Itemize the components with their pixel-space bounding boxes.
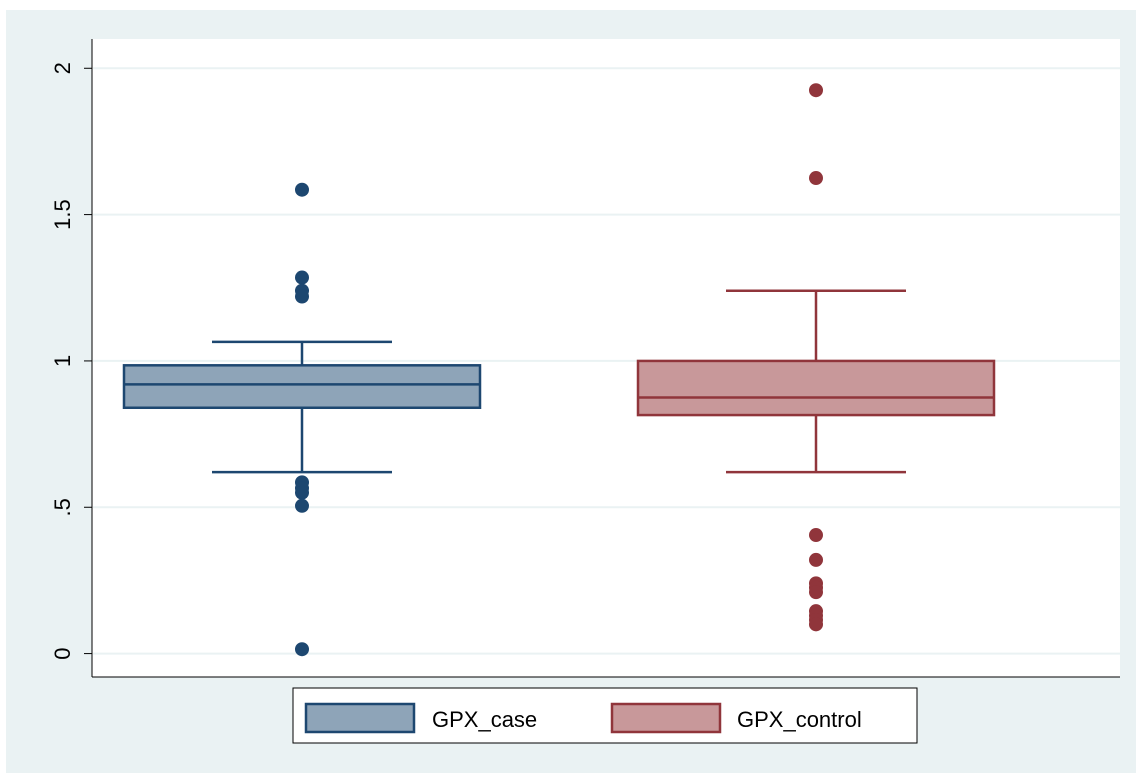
iqr-box-1 xyxy=(636,359,996,417)
outlier-point-1-1 xyxy=(809,171,823,186)
box-GPX_control xyxy=(636,83,996,632)
outlier-point-1-6 xyxy=(809,585,823,600)
y-tick-label-1: .5 xyxy=(50,498,75,516)
outlier-point-1-3 xyxy=(809,552,823,567)
outlier-point-0-8 xyxy=(295,642,309,657)
y-tick-label-4: 2 xyxy=(50,62,75,74)
y-axis-ticks: 0 .5 1 1.5 2 xyxy=(50,62,92,660)
box-series xyxy=(122,83,996,657)
legend-label-gpx-case: GPX_case xyxy=(432,707,537,732)
iqr-box-0 xyxy=(122,364,482,410)
legend-frame xyxy=(292,687,918,744)
outlier-point-1-2 xyxy=(809,528,823,543)
outlier-point-0-6 xyxy=(295,485,309,500)
outlier-point-0-1 xyxy=(295,270,309,285)
y-tick-label-2: 1 xyxy=(50,355,75,367)
legend-label-gpx-control: GPX_control xyxy=(737,707,862,732)
outlier-point-0-7 xyxy=(295,498,309,513)
legend: GPX_case GPX_control xyxy=(292,687,918,744)
legend-swatch-gpx-control xyxy=(610,702,722,734)
box-GPX_case xyxy=(122,182,482,657)
y-tick-label-0: 0 xyxy=(50,647,75,659)
outlier-point-0-3 xyxy=(295,289,309,304)
outlier-point-1-0 xyxy=(809,83,823,98)
outlier-point-1-10 xyxy=(809,617,823,632)
plot-area xyxy=(92,39,1120,677)
y-tick-label-3: 1.5 xyxy=(50,199,75,230)
outlier-point-0-0 xyxy=(295,182,309,197)
legend-swatch-gpx-case xyxy=(304,702,416,734)
